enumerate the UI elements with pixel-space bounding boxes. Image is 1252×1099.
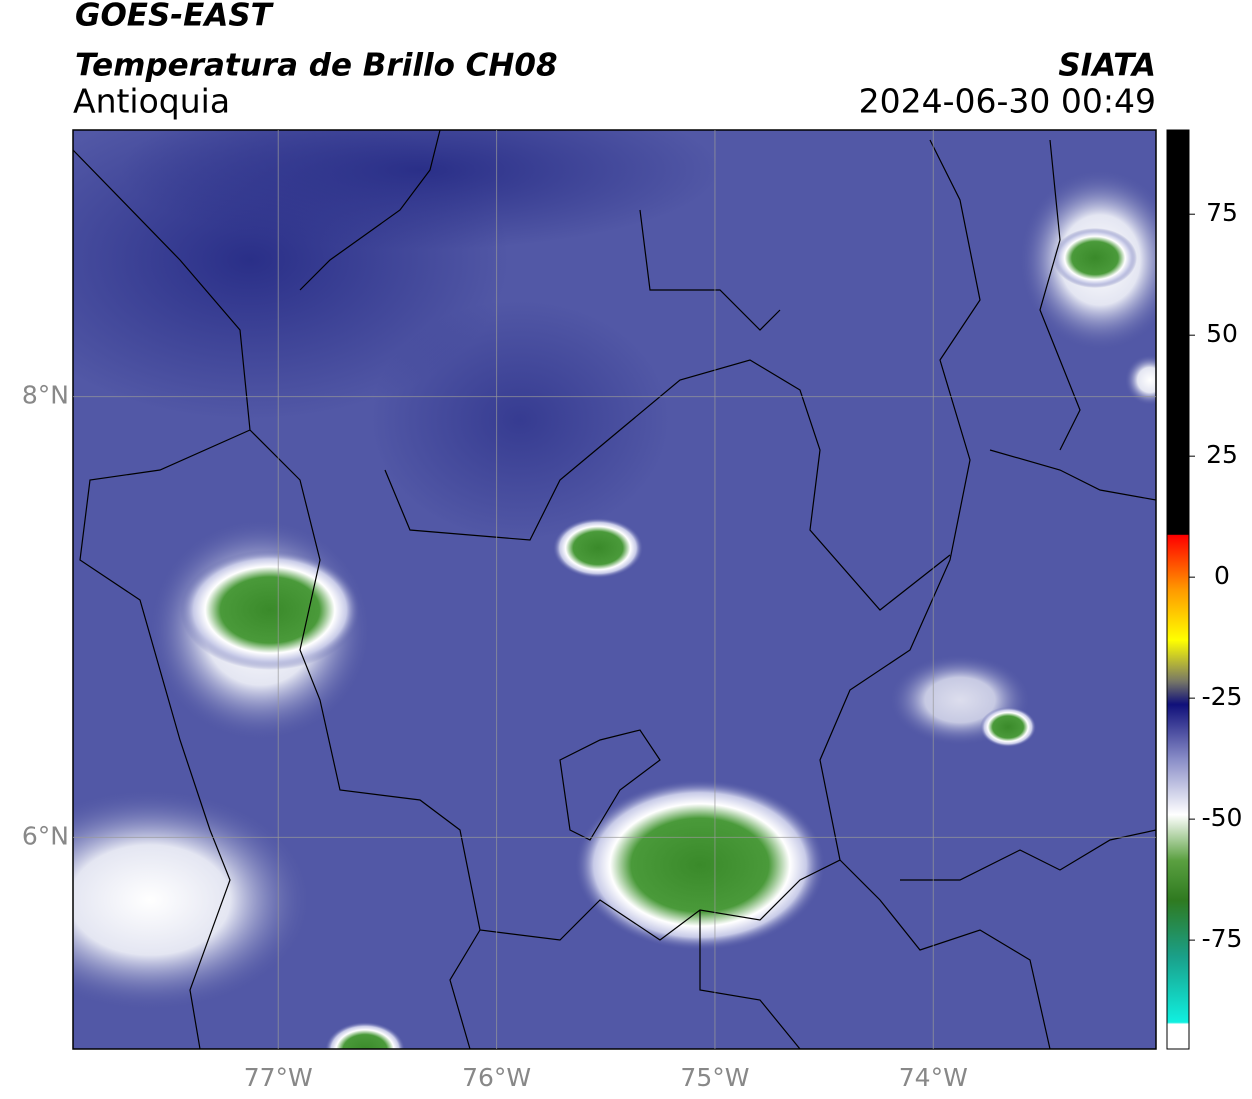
region-label: Antioquia <box>73 82 230 121</box>
source-label: SIATA <box>1058 48 1156 84</box>
y-tick-label: 8°N <box>22 381 69 410</box>
x-tick-label: 74°W <box>899 1063 968 1092</box>
satellite-image <box>73 130 1156 1049</box>
x-tick-label: 77°W <box>244 1063 313 1092</box>
colorbar-tick-label: -25 <box>1202 682 1243 711</box>
colorbar-tick-label: 0 <box>1214 561 1230 590</box>
colorbar <box>1166 129 1190 1050</box>
colorbar-tick-label: 75 <box>1206 198 1238 227</box>
datetime-label: 2024-06-30 00:49 <box>859 82 1156 121</box>
satellite-title: GOES-EAST <box>75 0 275 34</box>
colorbar-tick-label: 25 <box>1206 440 1238 469</box>
y-tick-label: 6°N <box>22 821 69 850</box>
colorbar-tick-label: -50 <box>1202 803 1243 832</box>
colorbar-tick-label: 50 <box>1206 319 1238 348</box>
product-title: Temperatura de Brillo CH08 <box>75 48 558 84</box>
map-frame <box>72 129 1157 1050</box>
x-tick-label: 75°W <box>680 1063 749 1092</box>
colorbar-tick-label: -75 <box>1202 924 1243 953</box>
x-tick-label: 76°W <box>462 1063 531 1092</box>
